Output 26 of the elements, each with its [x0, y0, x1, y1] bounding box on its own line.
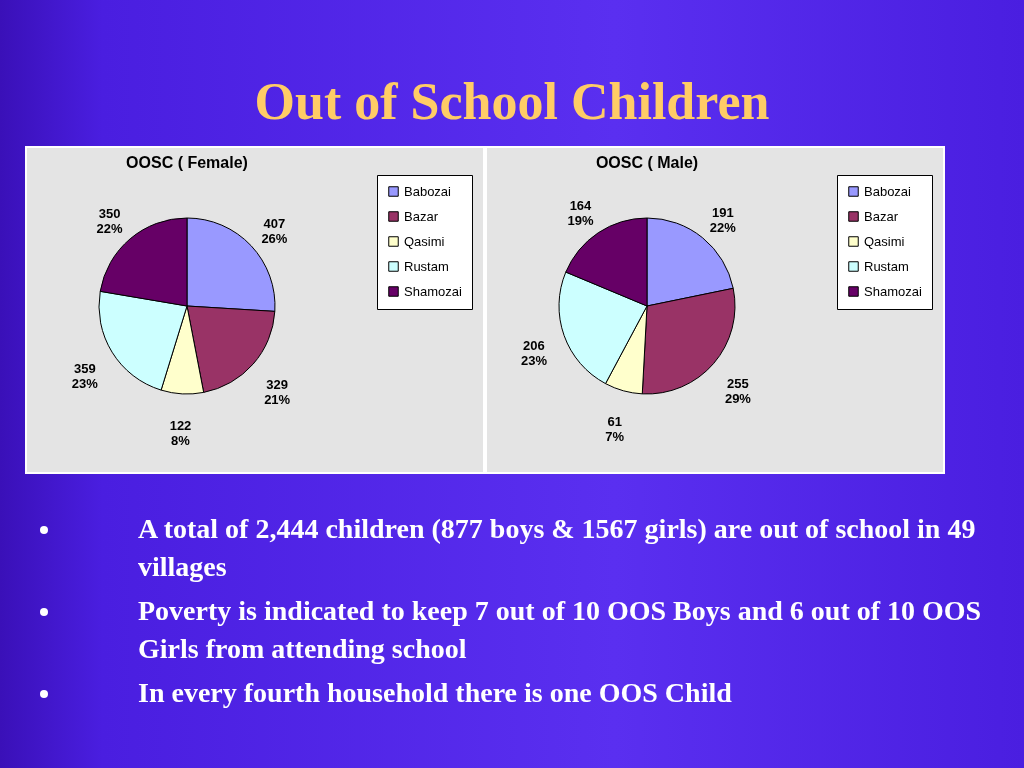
data-label: 206 23% [520, 338, 548, 369]
text: Out of School Children [253, 72, 771, 132]
chart-title: OOSC ( Female) [126, 153, 248, 171]
text: Poverty is indicated to keep 7 out of 10 OOS Boys and 6 out of 10 OOS Girls from attending school [137, 594, 983, 666]
legend-label: Rustam [864, 258, 909, 274]
legend-label: Shamozai [864, 283, 922, 299]
data-label: 350 22% [96, 206, 123, 237]
data-label: 61 7% [605, 413, 625, 444]
text: In every fourth household there is one OOS Child [137, 676, 733, 710]
data-label: 407 26% [261, 215, 288, 246]
legend-label: Shamozai [404, 283, 462, 299]
data-label: 359 23% [71, 360, 99, 391]
data-label: 122 8% [169, 417, 192, 448]
legend-label: Qasimi [404, 233, 445, 249]
data-label: 255 29% [724, 376, 752, 407]
data-label: 329 21% [264, 377, 291, 408]
legend-label: Bazar [404, 208, 439, 224]
text: A total of 2,444 children (877 boys & 1567 girls) are out of school in 49 villages [137, 512, 977, 584]
legend-label: Qasimi [864, 233, 905, 249]
chart-title: OOSC ( Male) [595, 153, 699, 171]
legend-label: Bazar [864, 208, 899, 224]
legend-label: Rustam [404, 258, 449, 274]
legend-label: Babozai [864, 183, 912, 199]
data-label: 164 19% [567, 198, 594, 229]
data-label: 191 22% [709, 205, 737, 236]
legend-label: Babozai [404, 183, 452, 199]
